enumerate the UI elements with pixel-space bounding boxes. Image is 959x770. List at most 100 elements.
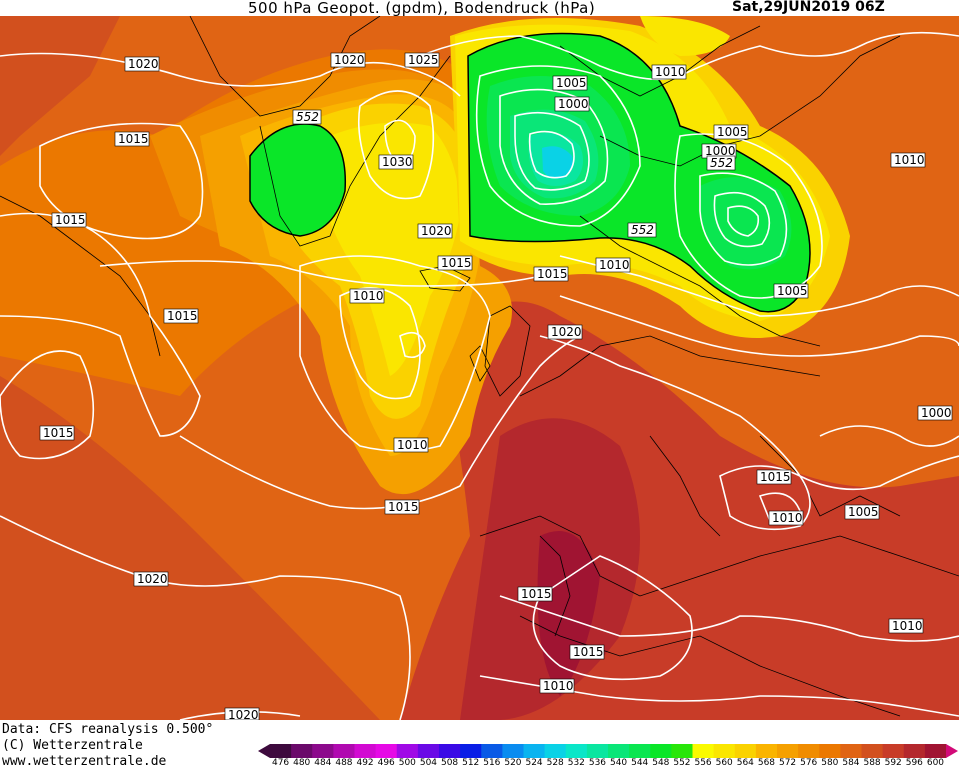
colorbar-swatch [777, 744, 799, 758]
colorbar-level-label: 508 [440, 758, 459, 768]
colorbar-level-label: 572 [778, 758, 797, 768]
field-zone [0, 376, 380, 720]
colorbar-level-label: 592 [884, 758, 902, 768]
svg-text:1015: 1015 [55, 213, 86, 227]
colorbar-swatch [608, 744, 630, 758]
colorbar-swatch [417, 744, 440, 758]
colorbar-level-label: 532 [567, 758, 585, 768]
colorbar-swatch [692, 744, 715, 758]
colorbar-swatch [819, 744, 841, 758]
svg-text:1020: 1020 [228, 708, 259, 720]
isobar-label: 1005 [844, 504, 880, 520]
svg-text:1010: 1010 [772, 511, 803, 525]
svg-text:552: 552 [631, 223, 654, 237]
colorbar-level-label: 512 [462, 758, 480, 768]
svg-text:1010: 1010 [599, 258, 630, 272]
svg-text:1015: 1015 [441, 256, 472, 270]
isobar-label: 1010 [539, 678, 575, 694]
svg-text:1005: 1005 [556, 76, 587, 90]
isobar-label: 1015 [756, 469, 792, 485]
svg-text:1010: 1010 [894, 153, 925, 167]
isobar-label: 1015 [569, 644, 605, 660]
isobar-label: 1020 [547, 324, 583, 340]
map-title: 500 hPa Geopot. (gpdm), Bodendruck (hPa) [248, 0, 596, 17]
svg-text:1020: 1020 [128, 57, 159, 71]
isobar-label: 1000 [554, 96, 590, 112]
colorbar-level-label: 492 [356, 758, 374, 768]
colorbar-swatch [755, 744, 778, 758]
svg-text:1015: 1015 [573, 645, 604, 659]
colorbar-swatch [375, 744, 398, 758]
svg-text:1000: 1000 [921, 406, 952, 420]
website-link[interactable]: www.wetterzentrale.de [2, 754, 167, 769]
colorbar-swatch [333, 744, 355, 758]
colorbar-level-label: 488 [335, 758, 353, 768]
isobar-label: 1010 [595, 257, 631, 273]
svg-text:1005: 1005 [848, 505, 879, 519]
isobar-label: 1010 [888, 618, 924, 634]
isobar-label: 1015 [163, 308, 199, 324]
geopotential-label: 552 [706, 155, 736, 171]
colorbar-level-label: 520 [504, 758, 522, 768]
isobar-label: 1020 [417, 223, 453, 239]
isobar-label: 1015 [384, 499, 420, 515]
colorbar-level-label: 476 [271, 758, 290, 768]
field-zone-552 [249, 123, 347, 237]
isobar-label: 1015 [114, 131, 150, 147]
colorbar-level-label: 540 [609, 758, 628, 768]
colorbar-level-label: 524 [525, 758, 543, 768]
colorbar-level-label: 600 [926, 758, 945, 768]
svg-text:1015: 1015 [118, 132, 149, 146]
svg-text:552: 552 [296, 110, 319, 124]
colorbar-swatch [481, 744, 503, 758]
data-source: Data: CFS reanalysis 0.500° [2, 722, 214, 737]
svg-text:1000: 1000 [705, 144, 736, 158]
colorbar-level-label: 496 [377, 758, 395, 768]
geopotential-label: 552 [627, 222, 657, 238]
field-zone [537, 531, 600, 696]
colorbar-swatch [565, 744, 588, 758]
svg-text:1010: 1010 [353, 289, 384, 303]
weather-map[interactable]: 1020 1020 1025 552 1015 1030 1015 1020 1… [0, 16, 959, 720]
colorbar-swatch [439, 744, 461, 758]
isobar-label: 1020 [224, 707, 260, 720]
isobar-label: 1010 [768, 510, 804, 526]
isobar-label: 1005 [552, 75, 588, 91]
field-zone [542, 146, 573, 179]
field-zone [640, 16, 730, 56]
svg-text:1015: 1015 [167, 309, 198, 323]
svg-text:1005: 1005 [717, 125, 748, 139]
isobar-label: 1020 [133, 571, 169, 587]
geopotential-label: 552 [292, 109, 322, 125]
colorbar-level-label: 548 [652, 758, 670, 768]
svg-text:1010: 1010 [655, 65, 686, 79]
colorbar-level-label: 536 [588, 758, 607, 768]
colorbar-swatch [312, 744, 334, 758]
colorbar [258, 744, 958, 758]
colorbar-swatch [586, 744, 609, 758]
svg-text:1015: 1015 [760, 470, 791, 484]
isobar-label: 1015 [39, 425, 75, 441]
colorbar-level-label: 588 [863, 758, 881, 768]
colorbar-level-label: 568 [757, 758, 776, 768]
weather-map-svg: 1020 1020 1025 552 1015 1030 1015 1020 1… [0, 16, 959, 720]
colorbar-level-label: 552 [673, 758, 691, 768]
svg-text:1010: 1010 [397, 438, 428, 452]
map-datetime: Sat,29JUN2019 06Z [732, 0, 885, 15]
svg-text:1015: 1015 [521, 587, 552, 601]
colorbar-swatch [671, 744, 693, 758]
isobar-label: 1010 [349, 288, 385, 304]
colorbar-swatch [840, 744, 862, 758]
colorbar-level-label: 596 [905, 758, 923, 768]
isobar-label: 1000 [917, 405, 953, 421]
colorbar-swatch [460, 744, 482, 758]
isobar-labels: 1020 1020 1025 552 1015 1030 1015 1020 1… [39, 52, 953, 720]
colorbar-level-label: 564 [736, 758, 754, 768]
svg-text:1015: 1015 [388, 500, 419, 514]
colorbar-swatch [629, 744, 651, 758]
svg-text:1010: 1010 [543, 679, 574, 693]
colorbar-swatch [523, 744, 546, 758]
svg-text:1030: 1030 [382, 155, 413, 169]
copyright: (C) Wetterzentrale [2, 738, 143, 753]
svg-text:1025: 1025 [408, 53, 439, 67]
